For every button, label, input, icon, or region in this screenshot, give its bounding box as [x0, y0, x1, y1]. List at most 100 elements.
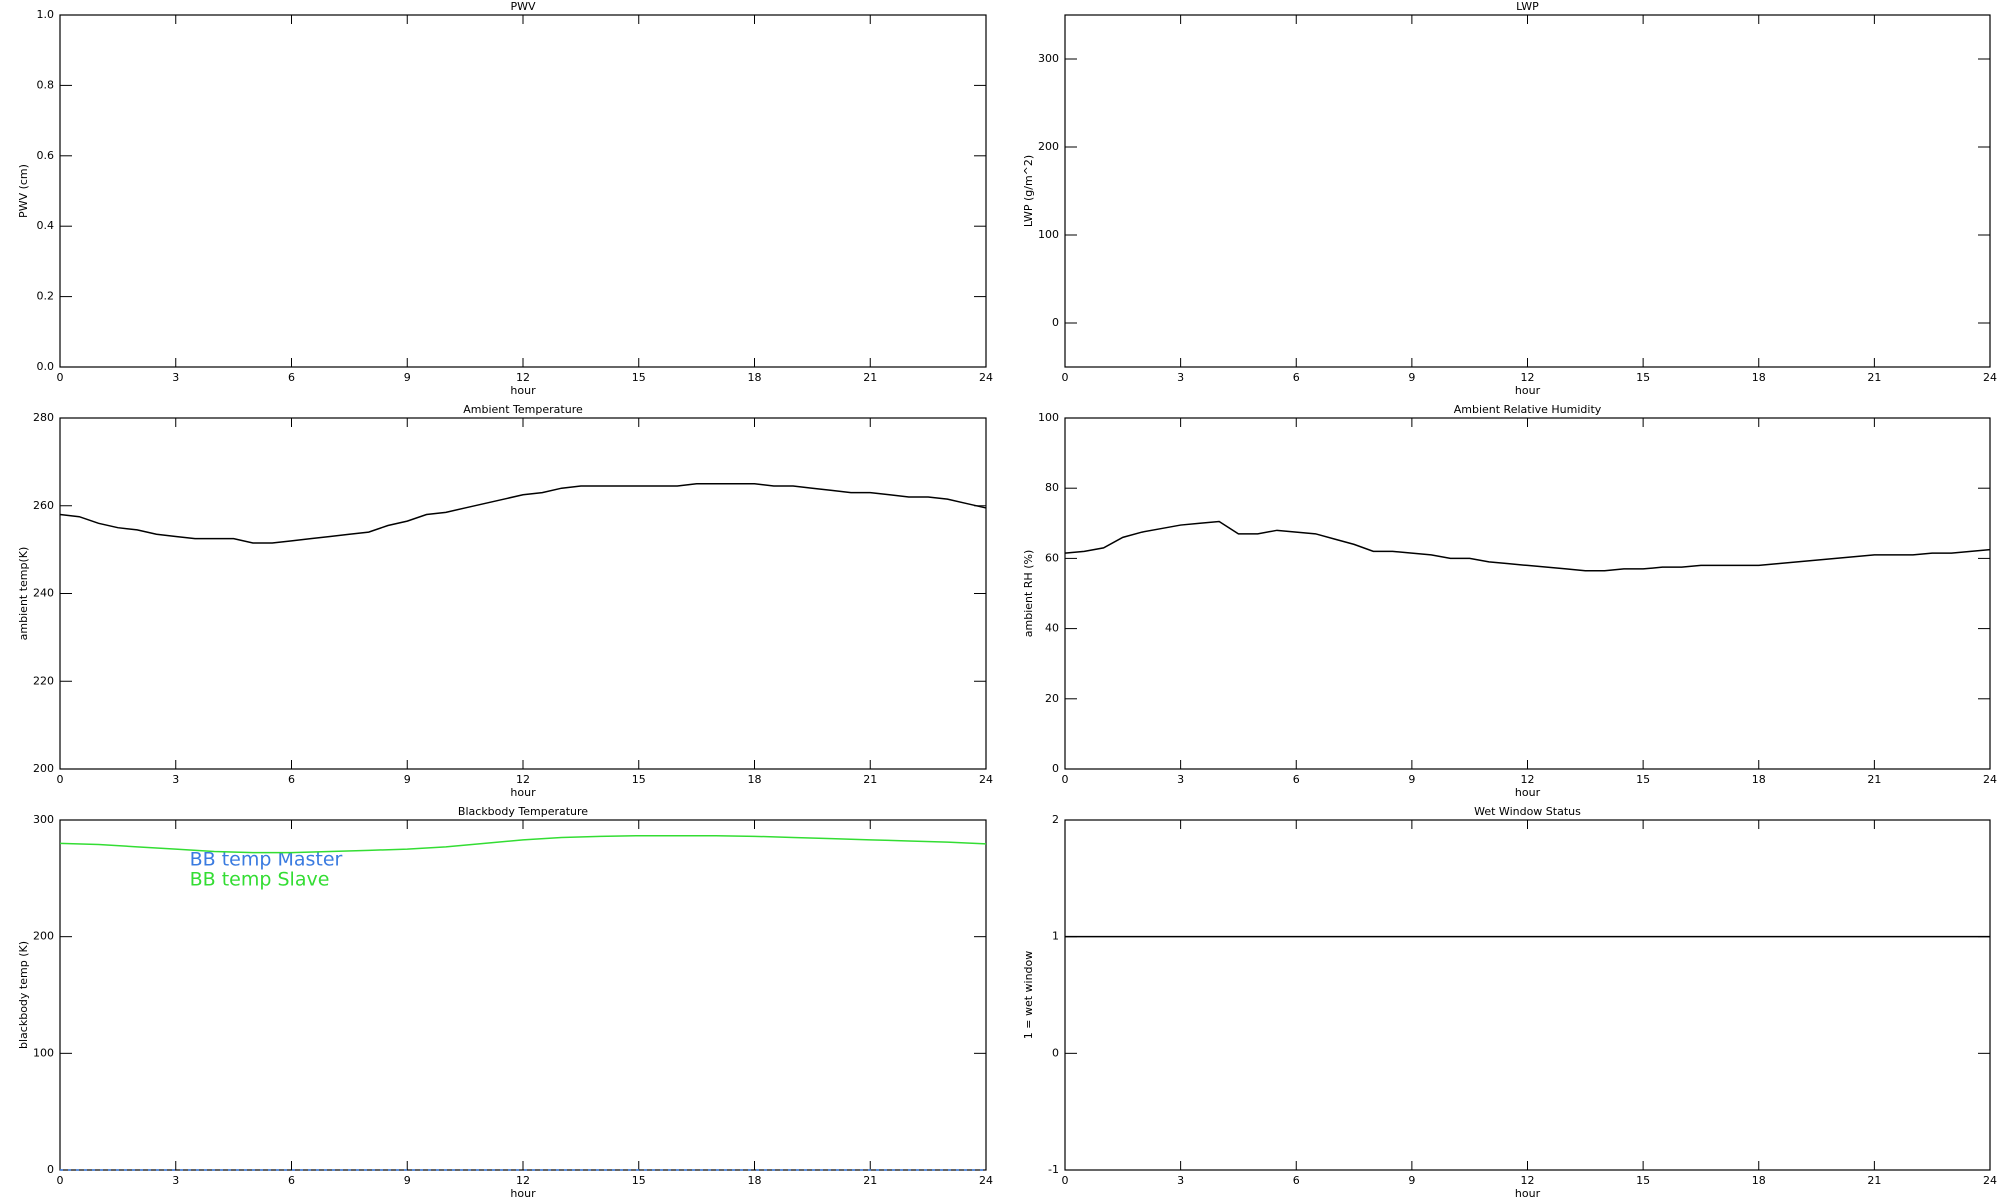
x-tick-label: 15	[632, 1174, 646, 1187]
x-tick-label: 9	[1408, 371, 1415, 384]
x-tick-label: 6	[288, 371, 295, 384]
y-axis-label: 1 = wet window	[1022, 951, 1035, 1040]
x-tick-label: 12	[1521, 1174, 1535, 1187]
chart-title: LWP	[1516, 0, 1539, 13]
y-tick-label: 1.0	[37, 8, 55, 21]
chart-panel: Blackbody Temperature hour blackbody temp …	[17, 805, 993, 1200]
y-tick-label: 280	[33, 411, 54, 424]
x-tick-label: 21	[863, 773, 877, 786]
x-tick-label: 21	[863, 1174, 877, 1187]
y-tick-label: 40	[1045, 622, 1059, 635]
plot-frame	[1064, 14, 1991, 368]
y-axis-label: ambient temp(K)	[17, 547, 30, 641]
data-line	[1064, 520, 1991, 572]
x-tick-label: 21	[1867, 1174, 1881, 1187]
x-tick-label: 0	[57, 1174, 64, 1187]
legend-entry: BB temp Slave	[190, 869, 330, 891]
x-tick-label: 9	[1408, 773, 1415, 786]
data-line	[59, 483, 987, 544]
x-tick-label: 9	[404, 371, 411, 384]
y-tick-label: 80	[1045, 481, 1059, 494]
y-tick-label: 0	[47, 1163, 54, 1176]
y-tick-label: 220	[33, 674, 54, 687]
x-tick-label: 24	[1983, 371, 1997, 384]
y-tick-label: 0	[1052, 762, 1059, 775]
x-tick-label: 18	[748, 1174, 762, 1187]
chart-panel: Ambient Relative Humidity hour ambient RH …	[1022, 403, 1997, 799]
y-tick-label: 1	[1052, 930, 1059, 943]
y-tick-label: 200	[33, 930, 54, 943]
y-tick-label: 100	[1038, 411, 1059, 424]
y-tick-label: 300	[1038, 52, 1059, 65]
x-tick-label: 24	[1983, 773, 1997, 786]
y-tick-label: 260	[33, 499, 54, 512]
x-tick-label: 18	[1752, 773, 1766, 786]
x-tick-label: 18	[1752, 371, 1766, 384]
x-axis-label: hour	[1515, 1187, 1541, 1200]
y-tick-label: 0	[1052, 316, 1059, 329]
chart-title: Wet Window Status	[1474, 805, 1581, 818]
x-tick-label: 24	[979, 371, 993, 384]
x-tick-label: 0	[1062, 371, 1069, 384]
x-tick-label: 6	[1293, 371, 1300, 384]
x-tick-label: 0	[1062, 1174, 1069, 1187]
x-tick-label: 21	[1867, 773, 1881, 786]
x-tick-label: 3	[172, 773, 179, 786]
x-tick-label: 18	[748, 371, 762, 384]
y-tick-label: 60	[1045, 551, 1059, 564]
x-tick-label: 6	[288, 1174, 295, 1187]
legend-entry: BB temp Master	[190, 849, 343, 871]
x-tick-label: 12	[1521, 773, 1535, 786]
x-tick-label: 9	[1408, 1174, 1415, 1187]
x-tick-label: 9	[404, 773, 411, 786]
chart-panel: Ambient Temperature hour ambient temp(K) 0 3…	[17, 403, 993, 799]
x-tick-label: 24	[979, 773, 993, 786]
chart-title: PWV	[510, 0, 536, 13]
x-tick-label: 0	[57, 371, 64, 384]
x-tick-label: 3	[172, 371, 179, 384]
chart-panel: PWV hour PWV (cm) 0 3 6 9 12 15 18 21 24 0.0 0.2 0.4 0.…	[17, 0, 993, 397]
x-tick-label: 18	[748, 773, 762, 786]
x-tick-label: 0	[57, 773, 64, 786]
x-tick-label: 21	[863, 371, 877, 384]
plot-frame	[1064, 417, 1991, 770]
chart-title: Ambient Temperature	[463, 403, 583, 416]
x-axis-label: hour	[510, 1187, 536, 1200]
y-tick-label: 200	[1038, 140, 1059, 153]
y-tick-label: 0.4	[37, 219, 55, 232]
x-tick-label: 15	[632, 773, 646, 786]
x-axis-label: hour	[510, 786, 536, 799]
plot-frame	[1064, 819, 1991, 1171]
y-tick-label: 0.6	[37, 149, 55, 162]
x-tick-label: 9	[404, 1174, 411, 1187]
y-tick-label: 300	[33, 813, 54, 826]
y-axis-label: PWV (cm)	[17, 164, 30, 218]
chart-title: Blackbody Temperature	[458, 805, 588, 818]
chart-panel: LWP hour LWP (g/m^2) 0 3 6 9 12 15 18 21 24 0 100 200 3…	[1022, 0, 1997, 397]
data-line	[59, 835, 987, 854]
y-tick-label: 240	[33, 587, 54, 600]
x-axis-label: hour	[1515, 384, 1541, 397]
x-tick-label: 21	[1867, 371, 1881, 384]
y-axis-label: blackbody temp (K)	[17, 941, 30, 1049]
y-tick-label: 0.2	[37, 290, 55, 303]
plot-frame	[59, 417, 987, 770]
y-tick-label: 100	[33, 1046, 54, 1059]
x-tick-label: 15	[1636, 773, 1650, 786]
x-tick-label: 6	[288, 773, 295, 786]
x-tick-label: 6	[1293, 1174, 1300, 1187]
x-tick-label: 12	[516, 371, 530, 384]
x-tick-label: 15	[1636, 1174, 1650, 1187]
y-tick-label: 200	[33, 762, 54, 775]
x-tick-label: 24	[979, 1174, 993, 1187]
x-tick-label: 0	[1062, 773, 1069, 786]
x-tick-label: 3	[1177, 371, 1184, 384]
x-tick-label: 3	[1177, 773, 1184, 786]
x-tick-label: 15	[1636, 371, 1650, 384]
y-tick-label: 100	[1038, 228, 1059, 241]
y-axis-label: LWP (g/m^2)	[1022, 155, 1035, 227]
y-tick-label: 0.8	[37, 78, 55, 91]
plot-frame	[59, 14, 987, 368]
x-axis-label: hour	[1515, 786, 1541, 799]
